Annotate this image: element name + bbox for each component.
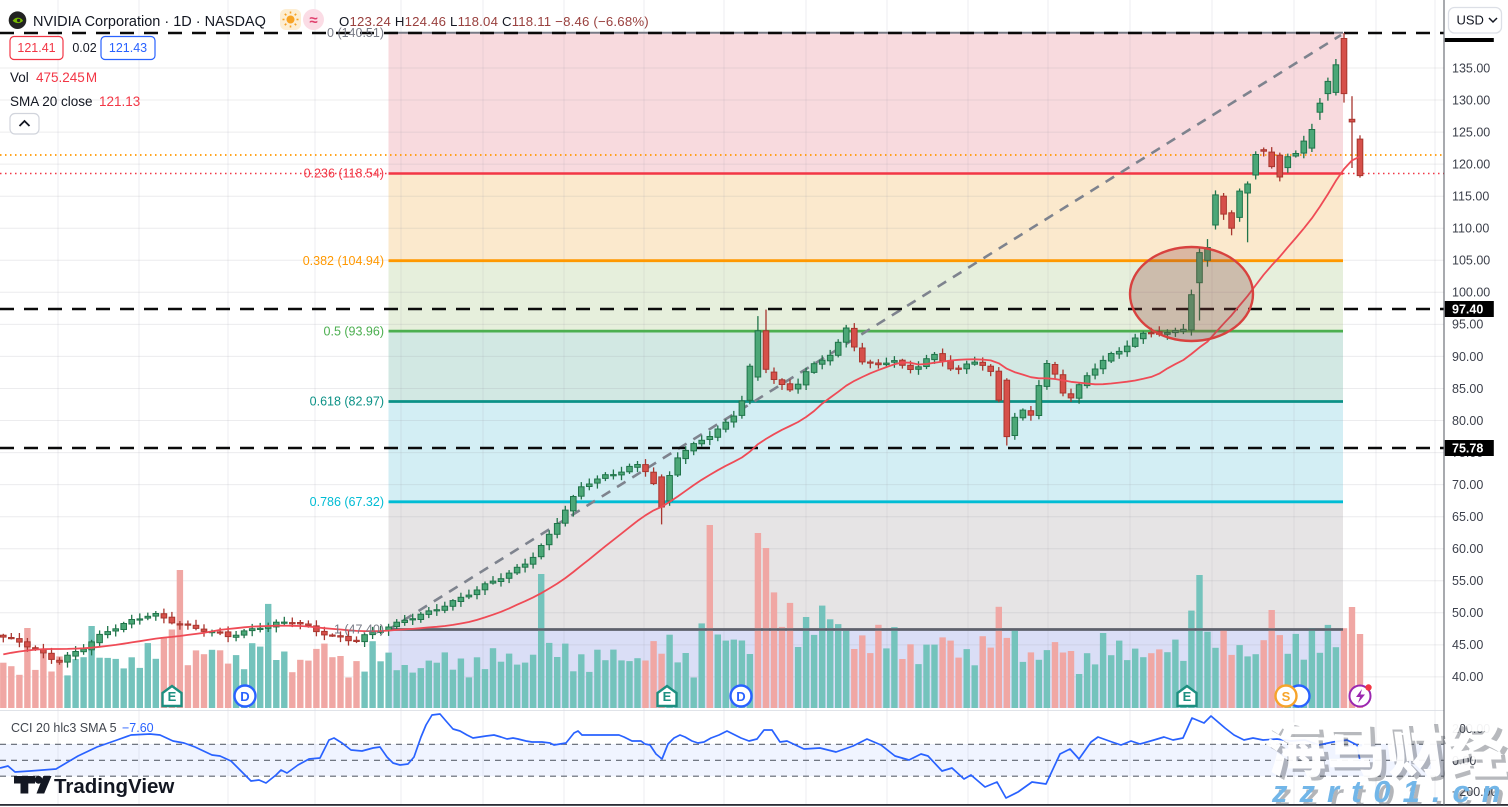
- svg-text:125.00: 125.00: [1452, 125, 1490, 139]
- svg-text:121.43: 121.43: [109, 41, 147, 55]
- svg-text:0.786 (67.32): 0.786 (67.32): [310, 495, 384, 509]
- svg-text:D: D: [736, 689, 745, 704]
- svg-text:zzrt01.cn: zzrt01.cn: [1271, 774, 1508, 807]
- svg-text:85.00: 85.00: [1452, 382, 1483, 396]
- svg-text:zzrt01.cn: zzrt01.cn: [1275, 778, 1508, 807]
- svg-text:121.41: 121.41: [17, 41, 55, 55]
- svg-text:0.236 (118.54): 0.236 (118.54): [304, 167, 384, 181]
- svg-text:E: E: [168, 689, 177, 704]
- svg-text:−7.60: −7.60: [122, 721, 154, 735]
- svg-text:E: E: [663, 689, 672, 704]
- svg-text:CCI 20 hlc3 SMA 5: CCI 20 hlc3 SMA 5: [11, 721, 117, 735]
- svg-text:70.00: 70.00: [1452, 478, 1483, 492]
- svg-text:65.00: 65.00: [1452, 510, 1483, 524]
- svg-text:135.00: 135.00: [1452, 61, 1490, 75]
- svg-text:0.618 (82.97): 0.618 (82.97): [310, 395, 384, 409]
- svg-text:SMA 20 close: SMA 20 close: [10, 94, 93, 109]
- svg-text:D: D: [240, 689, 249, 704]
- svg-text:55.00: 55.00: [1452, 574, 1483, 588]
- svg-text:O123.24 H124.46 L118.04 C118.1: O123.24 H124.46 L118.04 C118.11 −8.46 (−…: [339, 14, 649, 29]
- svg-text:40.00: 40.00: [1452, 670, 1483, 684]
- svg-text:475.245M: 475.245M: [36, 70, 97, 85]
- svg-text:−200.00: −200.00: [1452, 785, 1498, 799]
- svg-text:100.00: 100.00: [1452, 286, 1490, 300]
- svg-text:≈: ≈: [309, 12, 317, 29]
- svg-text:80.00: 80.00: [1452, 414, 1483, 428]
- svg-text:95.00: 95.00: [1452, 318, 1483, 332]
- svg-text:Vol: Vol: [10, 70, 29, 85]
- svg-text:1 (47.40): 1 (47.40): [334, 623, 384, 637]
- svg-text:0.5 (93.96): 0.5 (93.96): [324, 324, 384, 338]
- svg-text:105.00: 105.00: [1452, 254, 1490, 268]
- svg-text:90.00: 90.00: [1452, 350, 1483, 364]
- svg-text:50.00: 50.00: [1452, 606, 1483, 620]
- svg-text:75.78: 75.78: [1452, 442, 1483, 456]
- svg-text:E: E: [1183, 689, 1192, 704]
- svg-text:0.382 (104.94): 0.382 (104.94): [303, 254, 384, 268]
- svg-text:110.00: 110.00: [1452, 222, 1489, 236]
- svg-text:97.40: 97.40: [1452, 303, 1483, 317]
- svg-text:0.02: 0.02: [72, 41, 96, 55]
- svg-text:115.00: 115.00: [1452, 190, 1489, 204]
- svg-text:TradingView: TradingView: [54, 775, 174, 798]
- svg-text:60.00: 60.00: [1452, 542, 1483, 556]
- svg-text:121.13: 121.13: [99, 94, 140, 109]
- svg-text:0 (140.51): 0 (140.51): [327, 26, 384, 40]
- svg-text:NVIDIA Corporation · 1D · NASD: NVIDIA Corporation · 1D · NASDAQ: [33, 14, 266, 30]
- svg-text:USD: USD: [1457, 13, 1484, 28]
- svg-text:S: S: [1282, 689, 1291, 704]
- svg-text:45.00: 45.00: [1452, 638, 1483, 652]
- svg-text:120.00: 120.00: [1452, 157, 1490, 171]
- svg-text:130.00: 130.00: [1452, 93, 1490, 107]
